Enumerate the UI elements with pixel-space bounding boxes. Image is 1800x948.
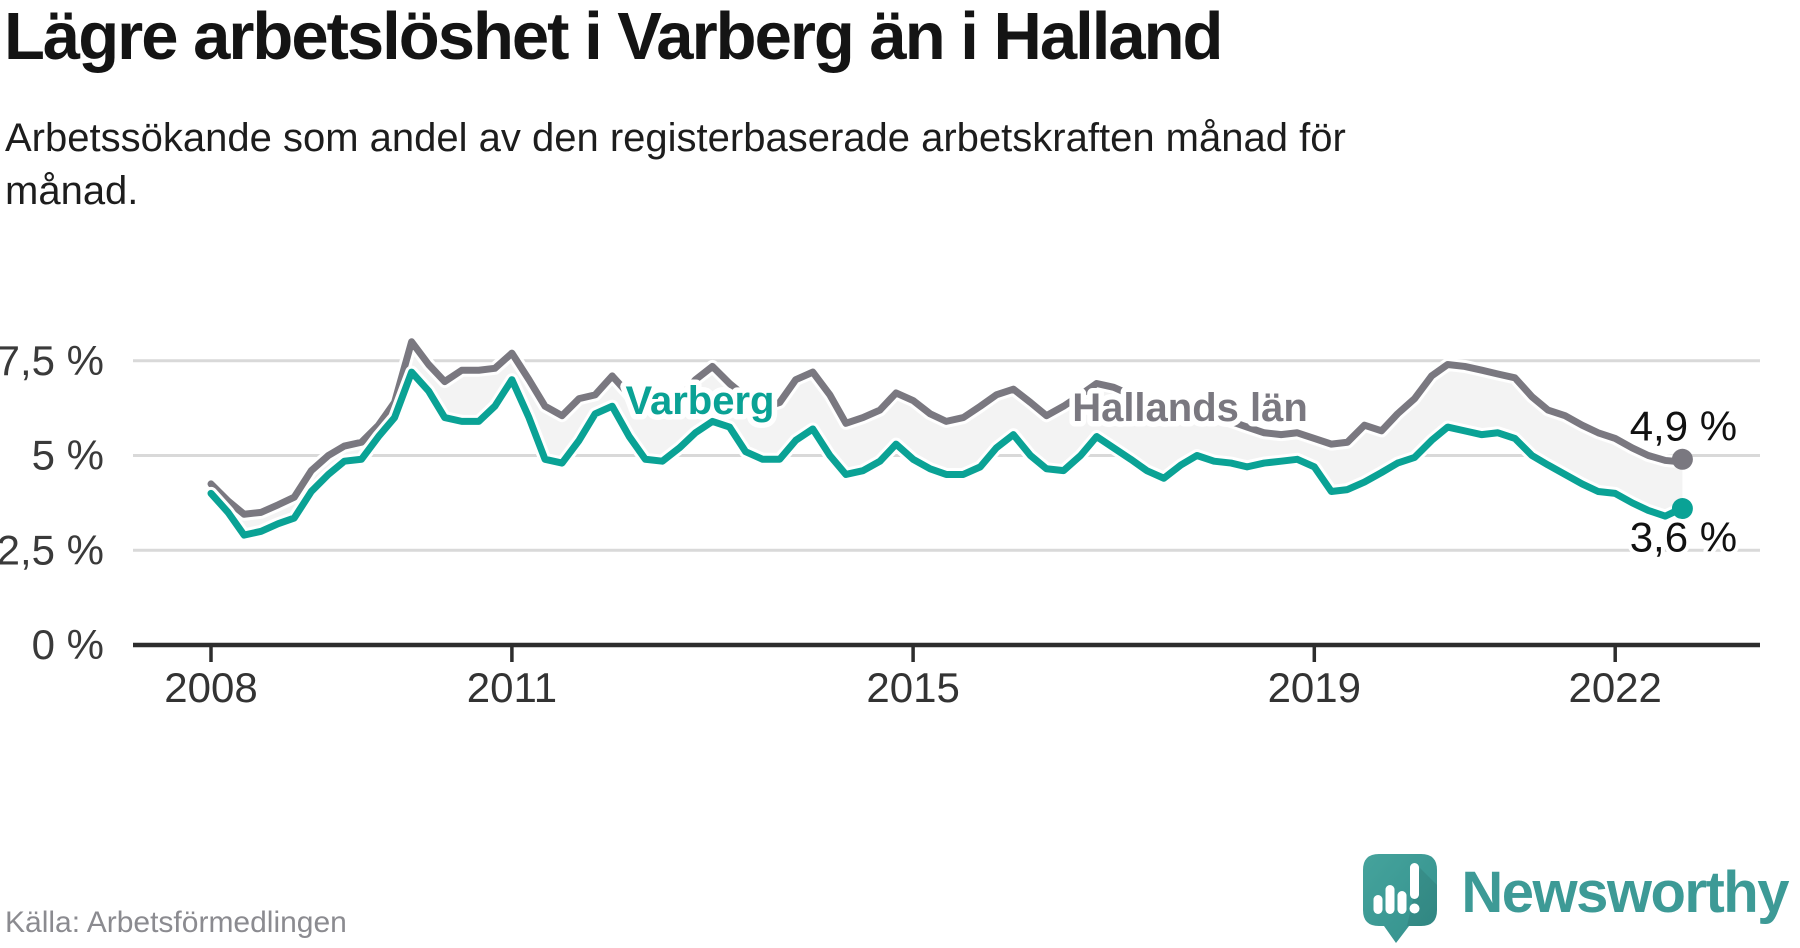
brand-name: Newsworthy [1461, 859, 1789, 925]
x-tick-label-2008: 2008 [164, 664, 257, 711]
newsworthy-speech-bubble-chart-icon [1363, 854, 1438, 943]
x-tick-label-2022: 2022 [1568, 664, 1661, 711]
series-line-Hallands län [207, 338, 1686, 518]
end-dot-Varberg [1671, 498, 1693, 520]
gap-band-fill [211, 341, 1683, 536]
y-tick-label-7.5: 7,5 % [0, 337, 104, 384]
series-label-Hallands län: Hallands län [1072, 386, 1308, 430]
y-tick-label-5: 5 % [32, 432, 104, 479]
x-tick-label-2019: 2019 [1268, 664, 1361, 711]
source-note: Källa: Arbetsförmedlingen [5, 906, 347, 939]
end-value-label-Varberg: 3,6 % [1630, 514, 1737, 561]
bar-icon-mid [1397, 891, 1407, 914]
exclamation-dot-icon [1409, 903, 1420, 914]
end-value-label-Hallands län: 4,9 % [1630, 402, 1737, 449]
exclamation-bar-icon [1410, 863, 1420, 899]
chart-subtitle: Arbetssökande som andel av den registerb… [5, 116, 1346, 213]
bar-icon-small [1373, 895, 1383, 914]
series-label-Varberg: Varberg [626, 379, 775, 423]
series-line-Varberg [207, 368, 1686, 539]
x-tick-label-2015: 2015 [866, 664, 959, 711]
x-tick-label-2011: 2011 [467, 664, 557, 711]
newsworthy-brand: Newsworthy [1363, 854, 1789, 944]
bar-icon-tall [1385, 885, 1395, 914]
y-tick-label-0: 0 % [32, 621, 104, 668]
page-title: Lägre arbetslöshet i Varberg än i Hallan… [4, 0, 1223, 74]
end-dot-Hallands län [1671, 448, 1693, 470]
y-tick-label-2.5: 2,5 % [0, 526, 104, 573]
